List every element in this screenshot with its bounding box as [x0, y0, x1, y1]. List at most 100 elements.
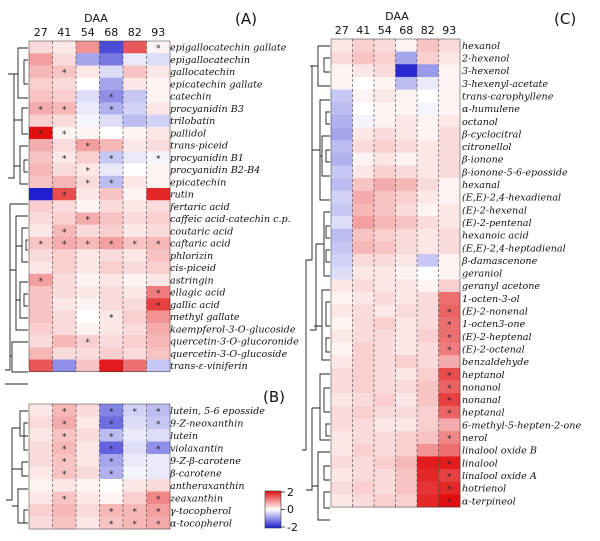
heatmap-cell: [331, 152, 353, 166]
heatmap-cell: [52, 77, 77, 91]
heatmap-cell: [417, 216, 439, 230]
heatmap-cell: [29, 335, 53, 348]
row-label: β-carotene: [169, 468, 222, 479]
heatmap-cell: [29, 454, 53, 467]
colorbar-tick-mid: 0: [287, 503, 294, 516]
significance-marker: *: [156, 407, 161, 417]
heatmap-cell: [146, 359, 171, 373]
heatmap-cell: [417, 469, 439, 483]
heatmap-cell: [76, 175, 100, 189]
heatmap-cell: [438, 279, 461, 293]
significance-marker: *: [156, 520, 161, 530]
heatmap-cell: [146, 200, 171, 213]
significance-marker: *: [86, 167, 91, 177]
heatmap-cell: [29, 114, 53, 128]
heatmap-cell: [395, 152, 418, 166]
significance-marker: *: [62, 407, 67, 417]
significance-marker: *: [109, 314, 114, 324]
heatmap-cell: [99, 441, 124, 455]
heatmap-cell: [352, 102, 375, 116]
column-header: 82: [128, 26, 142, 39]
heatmap-cell: [331, 393, 353, 407]
row-label: gallic acid: [170, 300, 220, 311]
heatmap-cell: [374, 39, 396, 52]
heatmap-cell: [29, 416, 53, 430]
heatmap-cell: [146, 516, 171, 530]
heatmap-cell: [374, 152, 396, 166]
heatmap-cell: [438, 292, 461, 305]
significance-marker: *: [156, 495, 161, 505]
heatmap-cell: [76, 491, 100, 505]
heatmap-panel-a: * epigallocatechin gallateepigallocatechi…: [28, 40, 299, 373]
heatmap-cell: [123, 212, 147, 226]
significance-marker: *: [447, 409, 452, 419]
row-label: 3-hexenyl-acetate: [462, 79, 548, 90]
heatmap-cell: [438, 431, 461, 445]
heatmap-cell: [374, 216, 396, 230]
row-label: β-ionone: [461, 155, 504, 166]
significance-marker: *: [133, 407, 138, 417]
heatmap-cell: [146, 90, 171, 103]
heatmap-cell: [146, 151, 171, 164]
heatmap-cell: [417, 355, 439, 369]
heatmap-cell: [76, 322, 100, 336]
panel-label-c: (C): [554, 10, 576, 28]
heatmap-cell: [417, 51, 439, 65]
heatmap-cell: [99, 151, 124, 164]
heatmap-cell: [76, 416, 100, 430]
heatmap-cell: [52, 212, 77, 226]
heatmap-cell: [146, 53, 171, 66]
significance-marker: *: [156, 240, 161, 250]
heatmap-cell: [99, 416, 124, 430]
heatmap-cell: [438, 254, 461, 267]
heatmap-cell: [331, 342, 353, 356]
heatmap-cell: [331, 355, 353, 369]
row-label: violaxantin: [170, 443, 223, 454]
heatmap-cell: [352, 76, 375, 90]
heatmap-cell: [99, 454, 124, 467]
heatmap-cell: [99, 322, 124, 336]
heatmap-cell: [29, 479, 53, 492]
heatmap-cell: [99, 404, 124, 417]
row-label: (E)-2-heptenal: [462, 332, 532, 343]
heatmap-cell: [123, 139, 147, 152]
significance-marker: *: [109, 507, 114, 517]
heatmap-cell: [331, 228, 353, 242]
heatmap-cell: [29, 53, 53, 66]
row-label: heptanal: [462, 408, 505, 419]
heatmap-cell: [29, 249, 53, 262]
heatmap-cell: [374, 393, 396, 407]
significance-marker: *: [62, 457, 67, 467]
heatmap-cell: [29, 77, 53, 91]
heatmap-cell: [146, 322, 171, 336]
colorbar: 2 0 -2: [264, 486, 298, 534]
row-label: benzaldehyde: [462, 357, 529, 368]
heatmap-cell: [352, 64, 375, 78]
row-label: epigallocatechin gallate: [170, 43, 287, 54]
heatmap-cell: [395, 469, 418, 483]
heatmap-cell: [146, 175, 171, 189]
significance-marker: *: [133, 520, 138, 530]
heatmap-cell: [374, 469, 396, 483]
heatmap-cell: [374, 241, 396, 255]
heatmap-cell: [352, 494, 375, 508]
significance-marker: *: [156, 445, 161, 455]
heatmap-cell: [52, 298, 77, 311]
heatmap-cell: [417, 114, 439, 128]
heatmap-cell: [352, 178, 375, 192]
significance-marker: *: [86, 142, 91, 152]
heatmap-cell: [331, 469, 353, 483]
heatmap-cell: [331, 431, 353, 445]
heatmap-cell: [331, 443, 353, 457]
heatmap-cell: [29, 286, 53, 299]
row-label: 6-methyl-5-hepten-2-one: [462, 420, 581, 431]
significance-marker: *: [109, 93, 114, 103]
heatmap-cell: [146, 286, 171, 299]
heatmap-cell: [438, 228, 461, 242]
significance-marker: *: [62, 432, 67, 442]
row-label: octanol: [462, 117, 498, 128]
daa-title-left: DAA: [84, 12, 108, 25]
heatmap-cell: [99, 41, 124, 54]
heatmap-cell: [352, 165, 375, 179]
